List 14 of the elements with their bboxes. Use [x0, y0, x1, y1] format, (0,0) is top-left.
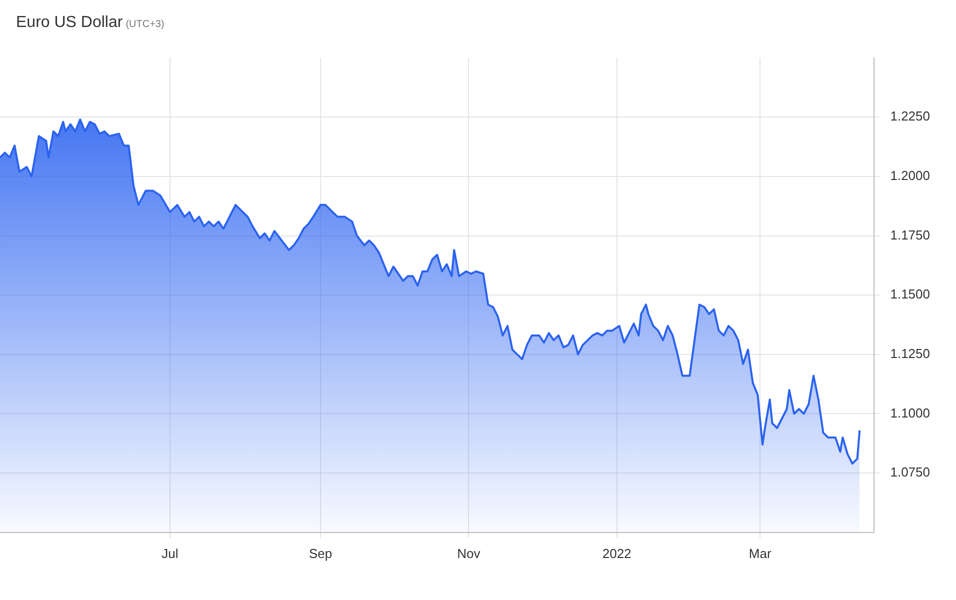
x-tick-label: Nov — [457, 546, 481, 561]
y-tick-label: 1.1500 — [890, 286, 930, 302]
chart-title: Euro US Dollar — [16, 14, 123, 31]
x-tick-label: Sep — [308, 546, 332, 561]
x-tick-label: Mar — [748, 546, 772, 561]
y-tick-label: 1.1000 — [890, 405, 930, 420]
y-tick-label: 1.2250 — [890, 108, 930, 124]
y-tick-label: 1.1250 — [890, 346, 930, 362]
chart-subtitle: (UTC+3) — [126, 19, 164, 30]
y-tick-label: 1.2000 — [890, 168, 930, 184]
x-tick-label: 2022 — [602, 546, 632, 561]
x-tick-label: Jul — [162, 546, 178, 561]
y-tick-label: 1.1750 — [890, 227, 930, 242]
y-tick-label: 1.0750 — [890, 464, 930, 480]
